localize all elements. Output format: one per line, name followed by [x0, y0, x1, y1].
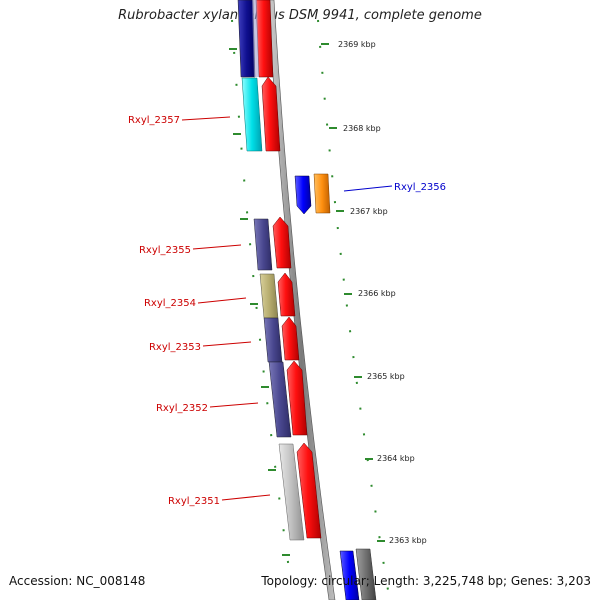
gene-rxyl-2354[interactable] [259, 273, 279, 319]
gene-rxyl-2352[interactable] [268, 361, 292, 438]
gene-feature [252, 0, 259, 77]
scale-label: 2368 kbp [343, 124, 381, 133]
gene-feature [281, 316, 300, 361]
gene-feature [286, 360, 308, 436]
gene-rxyl-2351[interactable] [278, 443, 305, 541]
gene-label[interactable]: Rxyl_2352 [156, 403, 208, 414]
gene-rxyl-2355[interactable] [253, 218, 273, 271]
label-leader [209, 402, 259, 408]
label-leader [181, 116, 231, 121]
label-leader [192, 244, 242, 250]
gene-feature [261, 76, 281, 152]
genome-summary-text: Topology: circular; Length: 3,225,748 bp… [261, 574, 591, 588]
gene-label[interactable]: Rxyl_2354 [144, 298, 196, 309]
outer-scale-track [317, 19, 389, 591]
label-leader [221, 494, 271, 501]
label-leader [197, 297, 247, 304]
gene-feature [277, 272, 296, 317]
genome-backbone [267, 0, 336, 600]
gene-feature [339, 550, 360, 600]
scale-label: 2369 kbp [338, 40, 376, 49]
gene-label[interactable]: Rxyl_2351 [168, 496, 220, 507]
label-leader [202, 341, 252, 347]
gene-label[interactable]: Rxyl_2353 [149, 342, 201, 353]
gene-rxyl-2356[interactable] [313, 173, 331, 214]
gene-label[interactable]: Rxyl_2356 [394, 182, 446, 193]
gene-label[interactable]: Rxyl_2355 [139, 245, 191, 256]
accession-text: Accession: NC_008148 [9, 574, 146, 588]
scale-label: 2363 kbp [389, 536, 427, 545]
gene-rxyl-2353[interactable] [263, 317, 283, 363]
gene-feature [355, 548, 377, 600]
gene-feature [294, 175, 312, 215]
gene-rxyl-2357[interactable] [241, 77, 263, 152]
scale-label: 2367 kbp [350, 207, 388, 216]
gene-label[interactable]: Rxyl_2357 [128, 115, 180, 126]
label-leader [343, 185, 393, 192]
gene-feature [272, 216, 292, 269]
scale-label: 2364 kbp [377, 454, 415, 463]
scale-label: 2366 kbp [358, 289, 396, 298]
scale-label: 2365 kbp [367, 372, 405, 381]
map-title: Rubrobacter xylanophilus DSM 9941, compl… [118, 8, 482, 23]
gene-feature [296, 442, 322, 539]
